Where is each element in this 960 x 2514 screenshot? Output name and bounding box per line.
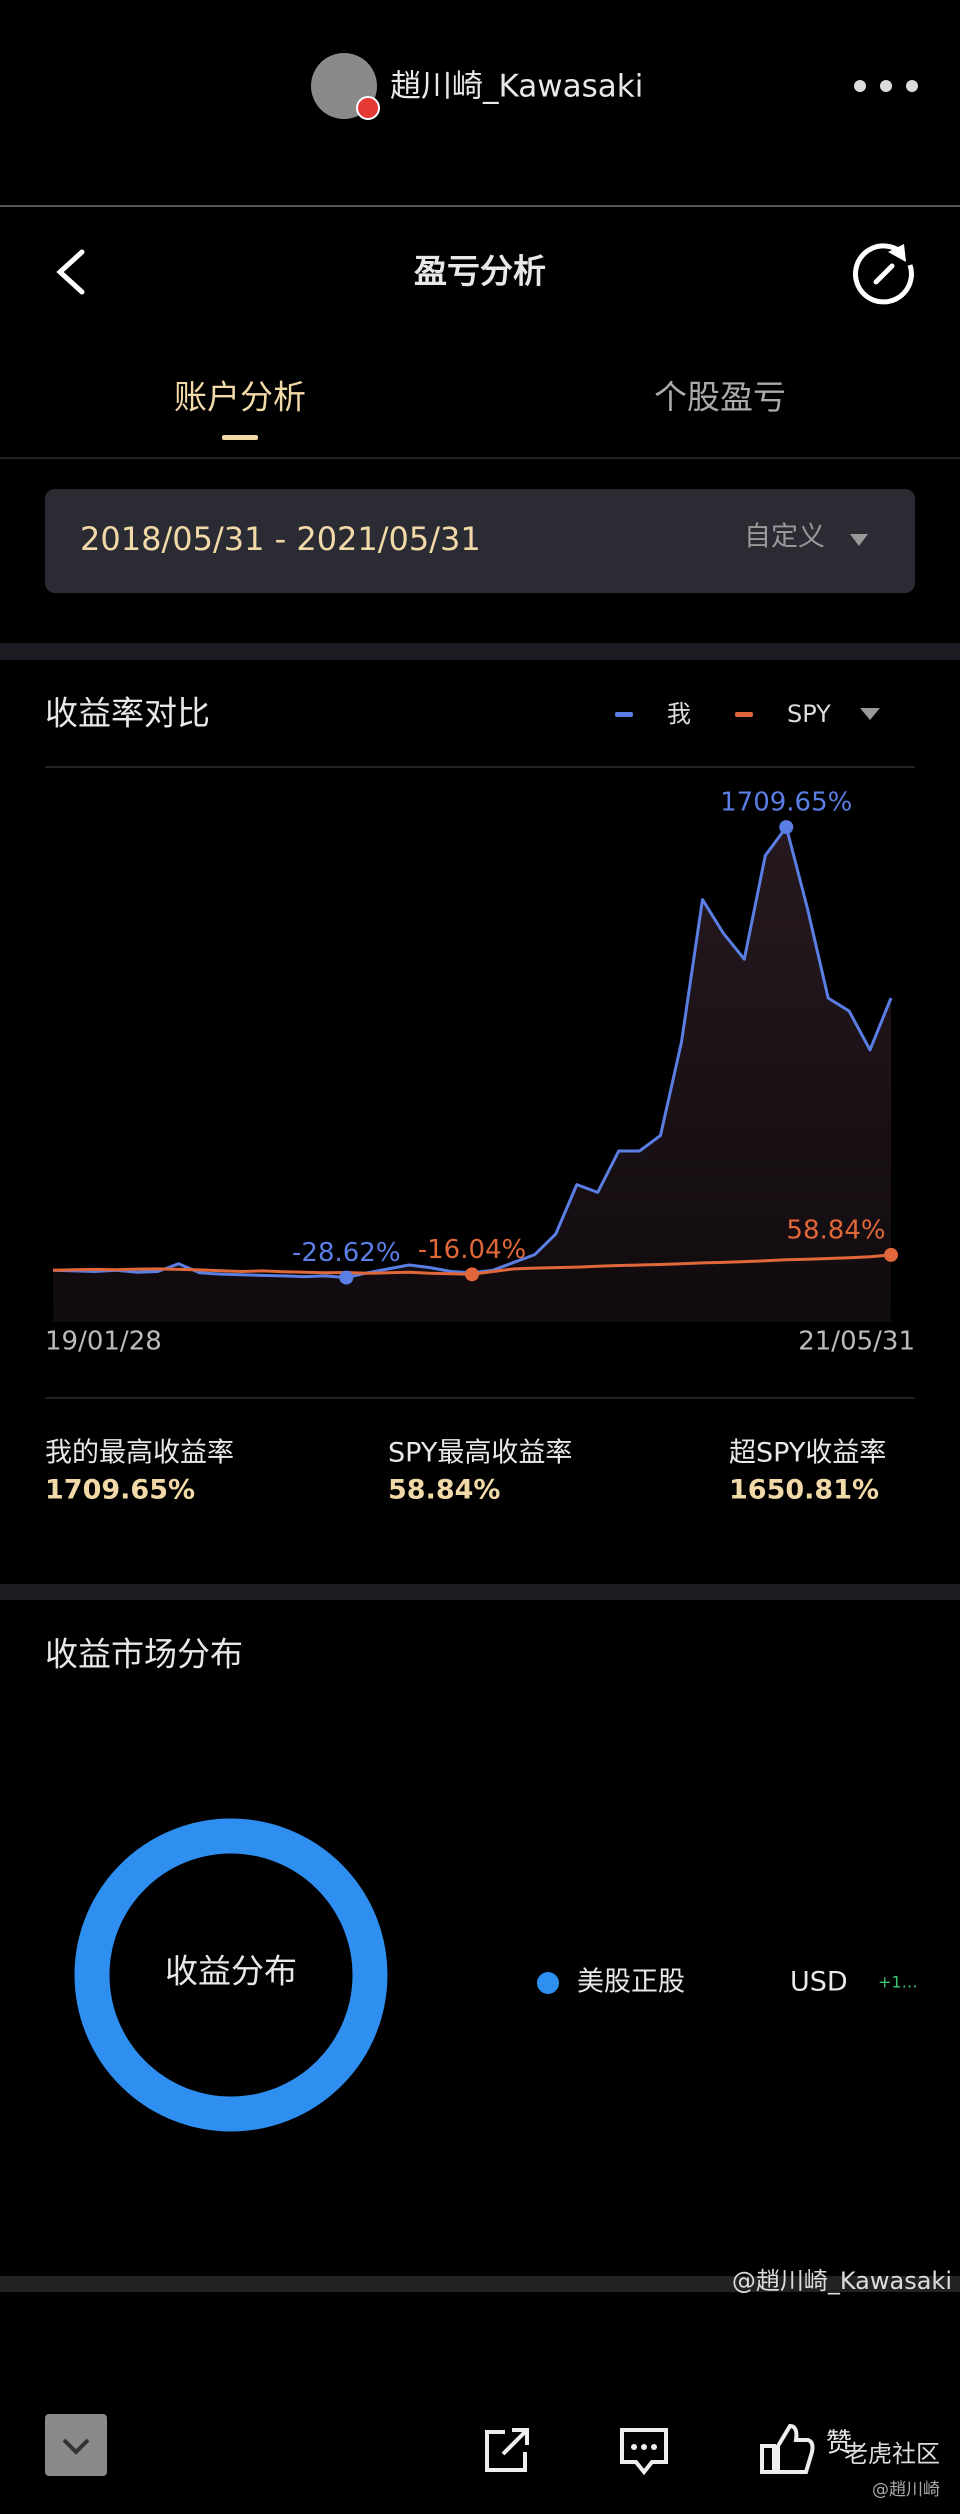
like-label[interactable]: 赞 bbox=[826, 2429, 852, 2459]
section-gap bbox=[0, 1584, 960, 1600]
like-button[interactable] bbox=[760, 2423, 815, 2474]
stat-value: 1709.65% bbox=[45, 1475, 195, 1506]
x-tick-label: 19/01/28 bbox=[45, 1327, 162, 1357]
data-label: 58.84% bbox=[786, 1215, 885, 1245]
data-label: -16.04% bbox=[418, 1235, 527, 1265]
dropdown-arrow bbox=[850, 534, 868, 546]
back-button[interactable] bbox=[56, 249, 85, 295]
data-label: -28.62% bbox=[292, 1238, 401, 1268]
legend-label: 美股正股 bbox=[577, 1967, 685, 1998]
x-tick-label: 21/05/31 bbox=[798, 1327, 915, 1357]
section-gap bbox=[0, 643, 960, 660]
data-point bbox=[465, 1267, 479, 1282]
stat-value: 58.84% bbox=[388, 1475, 500, 1506]
data-point bbox=[779, 820, 794, 835]
dropdown-arrow[interactable] bbox=[860, 708, 880, 720]
data-point bbox=[339, 1270, 354, 1285]
legend-label: 我 bbox=[667, 700, 691, 728]
donut-slice bbox=[74, 1818, 388, 2132]
section-gap bbox=[0, 2276, 960, 2292]
return-chart: 19/01/28 21/05/31 我 SPY -28.62% 1709.65% -16.0… bbox=[45, 700, 915, 1357]
watermark: @趙川崎_Kawasaki bbox=[732, 2267, 952, 2295]
donut-center-text: 收益分布 bbox=[165, 1952, 297, 1991]
stat-label: 超SPY收益率 bbox=[729, 1438, 886, 1469]
date-range[interactable]: 2018/05/31 - 2021/05/31 bbox=[80, 520, 481, 558]
tab-indicator bbox=[222, 435, 258, 440]
share-button[interactable] bbox=[485, 2428, 529, 2472]
legend-dot bbox=[537, 1972, 559, 1994]
collapse-button[interactable] bbox=[45, 2414, 107, 2476]
legend-label: SPY bbox=[787, 700, 831, 728]
badge bbox=[356, 96, 380, 120]
legend-amount: +1… bbox=[878, 1973, 918, 1992]
data-label: 1709.65% bbox=[720, 788, 852, 818]
stat-label: SPY最高收益率 bbox=[388, 1438, 572, 1469]
date-range-box[interactable] bbox=[45, 489, 915, 593]
tab[interactable]: 账户分析 bbox=[174, 378, 306, 417]
stat-label: 我的最高收益率 bbox=[45, 1438, 234, 1469]
legend-currency: USD bbox=[790, 1967, 848, 1998]
signature: @趙川崎 bbox=[872, 2480, 940, 2500]
refresh-button[interactable] bbox=[853, 243, 914, 305]
section-title: 收益市场分布 bbox=[45, 1635, 243, 1674]
collapse-icon bbox=[62, 2438, 90, 2455]
username[interactable]: 趙川崎_Kawasaki bbox=[390, 69, 643, 105]
comment-button[interactable] bbox=[620, 2428, 668, 2476]
community: 老虎社区 bbox=[844, 2440, 940, 2468]
page-title: 盈亏分析 bbox=[414, 252, 546, 291]
area bbox=[53, 827, 891, 1322]
stat-value: 1650.81% bbox=[729, 1475, 879, 1506]
tab[interactable]: 个股盈亏 bbox=[654, 378, 786, 417]
legend-swatch bbox=[615, 712, 633, 717]
section-title: 收益率对比 bbox=[45, 694, 210, 733]
date-mode[interactable]: 自定义 bbox=[744, 522, 825, 553]
market-donut: 美股正股 收益分布 bbox=[74, 1818, 685, 2132]
data-point bbox=[884, 1247, 898, 1262]
more-button[interactable] bbox=[854, 80, 918, 92]
legend-swatch bbox=[735, 712, 753, 717]
